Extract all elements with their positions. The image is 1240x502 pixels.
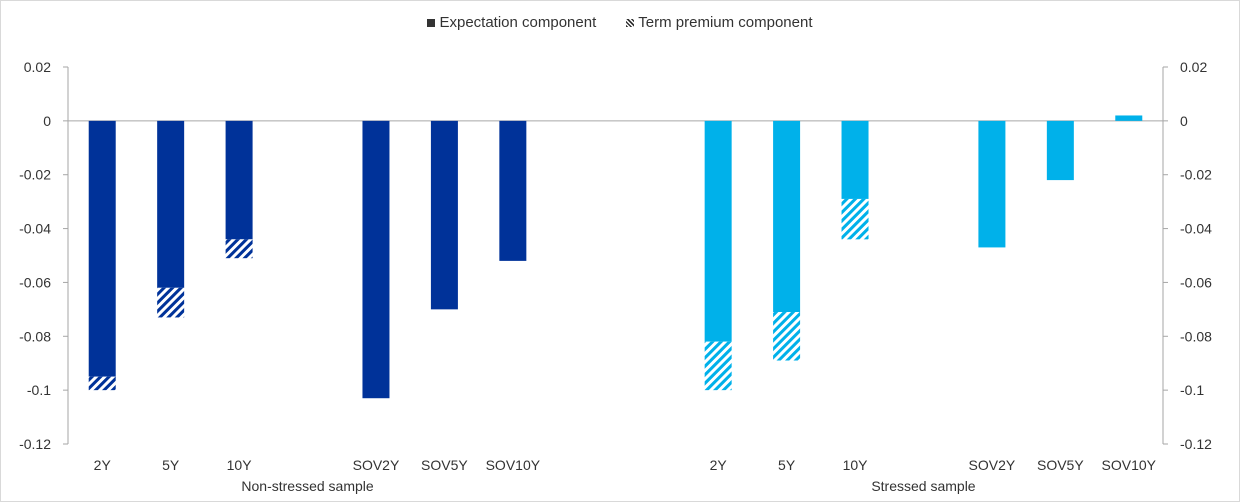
legend-label-expectation: Expectation component: [439, 14, 597, 31]
y-tick-label-right: 0.02: [1180, 59, 1207, 75]
y-tick-label-left: -0.02: [19, 167, 51, 183]
y-tick-label-right: -0.02: [1180, 167, 1212, 183]
y-tick-label-right: 0: [1180, 113, 1188, 129]
bar-expectation: [978, 120, 1006, 248]
legend-item-term-premium: Term premium component: [626, 14, 813, 31]
x-tick-label: SOV5Y: [421, 457, 468, 473]
bar-expectation: [430, 120, 458, 310]
bar-expectation: [88, 120, 116, 377]
x-tick-label: 5Y: [778, 457, 796, 473]
y-tick-label-left: -0.04: [19, 221, 51, 237]
y-tick-label-left: -0.1: [27, 382, 51, 398]
y-tick-label-left: -0.12: [19, 436, 51, 452]
y-tick-label-right: -0.12: [1180, 436, 1212, 452]
y-tick-label-right: -0.04: [1180, 221, 1212, 237]
x-tick-label: 2Y: [710, 457, 728, 473]
bar-term-premium: [704, 341, 732, 391]
y-tick-label-left: -0.06: [19, 274, 51, 290]
bar-expectation: [841, 120, 869, 199]
y-tick-label-right: -0.06: [1180, 274, 1212, 290]
x-tick-label: SOV10Y: [486, 457, 541, 473]
bar-expectation: [1046, 120, 1074, 181]
bar-term-premium: [773, 312, 801, 361]
bar-term-premium: [88, 376, 116, 391]
x-tick-label: 5Y: [162, 457, 180, 473]
bar-term-premium: [841, 198, 869, 240]
y-tick-label-left: -0.08: [19, 328, 51, 344]
y-tick-label-left: 0.02: [24, 59, 51, 75]
legend-item-expectation: Expectation component: [427, 14, 596, 31]
y-tick-label-left: 0: [43, 113, 51, 129]
y-tick-label-right: -0.08: [1180, 328, 1212, 344]
legend: Expectation component Term premium compo…: [0, 14, 1240, 31]
bar-expectation: [362, 120, 390, 399]
x-tick-label: SOV2Y: [969, 457, 1016, 473]
x-tick-label: SOV2Y: [353, 457, 400, 473]
y-tick-label-right: -0.1: [1180, 382, 1204, 398]
bar-term-premium: [225, 239, 253, 259]
bar-expectation: [157, 120, 185, 288]
group-label: Non-stressed sample: [241, 478, 373, 494]
legend-label-term-premium: Term premium component: [638, 14, 813, 31]
x-tick-label: 10Y: [843, 457, 869, 473]
legend-swatch-hatch: [626, 18, 635, 27]
bar-expectation: [225, 120, 253, 240]
x-tick-label: 10Y: [227, 457, 253, 473]
bar-expectation: [773, 120, 801, 313]
bar-term-premium: [157, 287, 185, 318]
bar-expectation: [704, 120, 732, 342]
legend-swatch-solid: [427, 18, 436, 27]
x-tick-label: SOV10Y: [1102, 457, 1157, 473]
group-label: Stressed sample: [871, 478, 975, 494]
x-tick-label: SOV5Y: [1037, 457, 1084, 473]
bar-expectation: [499, 120, 527, 261]
x-tick-label: 2Y: [94, 457, 112, 473]
bar-expectation: [1115, 115, 1143, 121]
